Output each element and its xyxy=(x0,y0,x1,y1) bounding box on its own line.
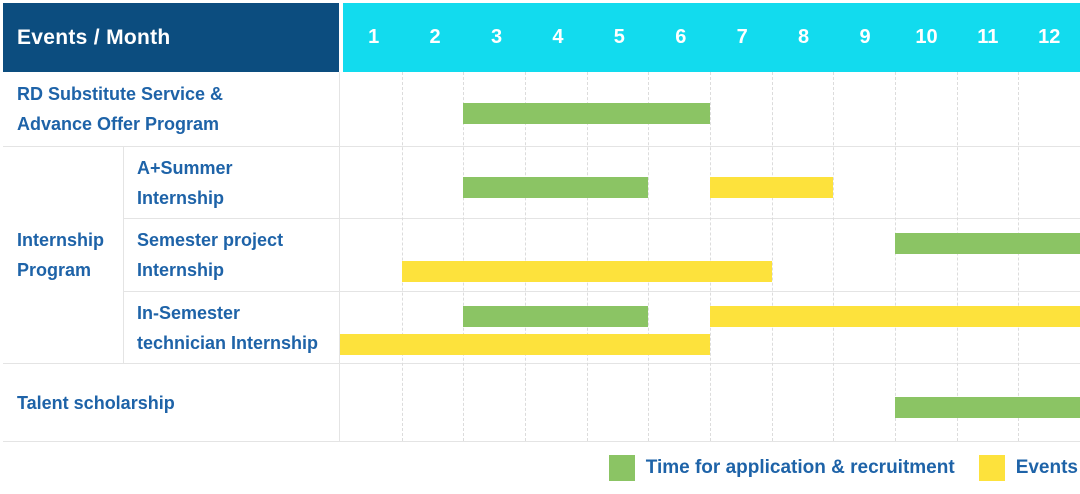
month-label-10: 10 xyxy=(915,26,938,48)
table-header: Events / Month 1 2 3 4 5 6 7 8 9 10 11 1… xyxy=(3,3,1080,72)
bar-green-in-semester xyxy=(463,306,649,327)
row-label-line: Semester project xyxy=(137,230,284,250)
group-label-internship-program: Internship Program xyxy=(3,147,124,363)
group-label-line: Internship xyxy=(17,230,105,250)
row-talent-scholarship: Talent scholarship xyxy=(3,364,1080,442)
month-label-11: 11 xyxy=(977,26,999,48)
row-in-semester-technician-internship: In-Semester technician Internship xyxy=(124,292,1080,363)
events-month-header-cell: Events / Month xyxy=(3,3,339,72)
month-label-1: 1 xyxy=(368,26,380,48)
row-a-plus-summer-internship: A+Summer Internship xyxy=(124,147,1080,219)
row-rd-substitute-service: RD Substitute Service & Advance Offer Pr… xyxy=(3,72,1080,147)
group-internship-program: Internship Program A+Summer Internship xyxy=(3,147,1080,364)
row-label-line: Internship xyxy=(137,187,225,208)
month-label-2: 2 xyxy=(429,26,441,48)
chart-cell-talent-scholarship xyxy=(340,364,1080,441)
bar-yellow-in-semester-left xyxy=(340,334,710,355)
green-swatch-icon xyxy=(608,454,635,481)
month-label-3: 3 xyxy=(490,26,503,48)
bar-green-talent-scholarship xyxy=(895,396,1080,418)
row-label-line: In-Semester xyxy=(137,302,241,323)
row-label-line: technician Internship xyxy=(137,332,319,353)
bar-yellow-in-semester-right xyxy=(710,306,1080,327)
chart-cell-a-plus-summer xyxy=(340,147,1080,218)
row-label-line: Advance Offer Program xyxy=(17,114,220,134)
legend-item-events: Events xyxy=(978,454,1078,481)
events-month-title: Events / Month xyxy=(17,25,171,49)
bar-green-rd-substitute xyxy=(463,103,710,124)
month-label-8: 8 xyxy=(798,26,810,48)
row-label-line: Internship xyxy=(137,260,225,280)
chart-cell-semester-project xyxy=(340,219,1080,291)
legend-label-application-recruitment: Time for application & recruitment xyxy=(645,456,955,478)
schedule-table: Events / Month 1 2 3 4 5 6 7 8 9 10 11 1… xyxy=(3,3,1080,442)
row-label-line: Talent scholarship xyxy=(17,392,175,413)
row-label-line: A+Summer xyxy=(137,157,233,178)
bar-yellow-semester-project xyxy=(401,261,772,282)
legend: Time for application & recruitment Event… xyxy=(0,441,1078,494)
month-label-5: 5 xyxy=(613,26,625,48)
month-header-row: 1 2 3 4 5 6 7 8 9 10 11 12 xyxy=(343,3,1080,72)
month-label-12: 12 xyxy=(1038,26,1061,48)
header-divider xyxy=(339,3,343,72)
row-label-a-plus-summer: A+Summer Internship xyxy=(124,147,340,218)
bar-green-a-plus-summer xyxy=(463,176,649,198)
group-label-line: Program xyxy=(17,260,92,280)
legend-label-events: Events xyxy=(1015,456,1078,478)
row-label-in-semester-technician: In-Semester technician Internship xyxy=(124,292,340,363)
yellow-swatch-icon xyxy=(978,454,1005,481)
month-label-9: 9 xyxy=(859,26,871,48)
internship-sub-rows: A+Summer Internship Semester project Int… xyxy=(124,147,1080,363)
table-body: RD Substitute Service & Advance Offer Pr… xyxy=(3,72,1080,442)
chart-cell-rd-substitute-service xyxy=(340,72,1080,146)
legend-item-application-recruitment: Time for application & recruitment xyxy=(608,454,955,481)
row-label-talent-scholarship: Talent scholarship xyxy=(3,364,340,441)
row-semester-project-internship: Semester project Internship xyxy=(124,219,1080,292)
chart-cell-in-semester-technician xyxy=(340,292,1080,363)
month-label-4: 4 xyxy=(552,26,564,48)
month-label-7: 7 xyxy=(736,26,748,48)
row-label-line: RD Substitute Service & xyxy=(17,84,224,104)
row-label-semester-project: Semester project Internship xyxy=(124,219,340,291)
row-label-rd-substitute-service: RD Substitute Service & Advance Offer Pr… xyxy=(3,72,340,146)
month-label-6: 6 xyxy=(675,26,687,48)
bar-yellow-a-plus-summer xyxy=(710,176,834,198)
bar-green-semester-project xyxy=(895,233,1080,254)
